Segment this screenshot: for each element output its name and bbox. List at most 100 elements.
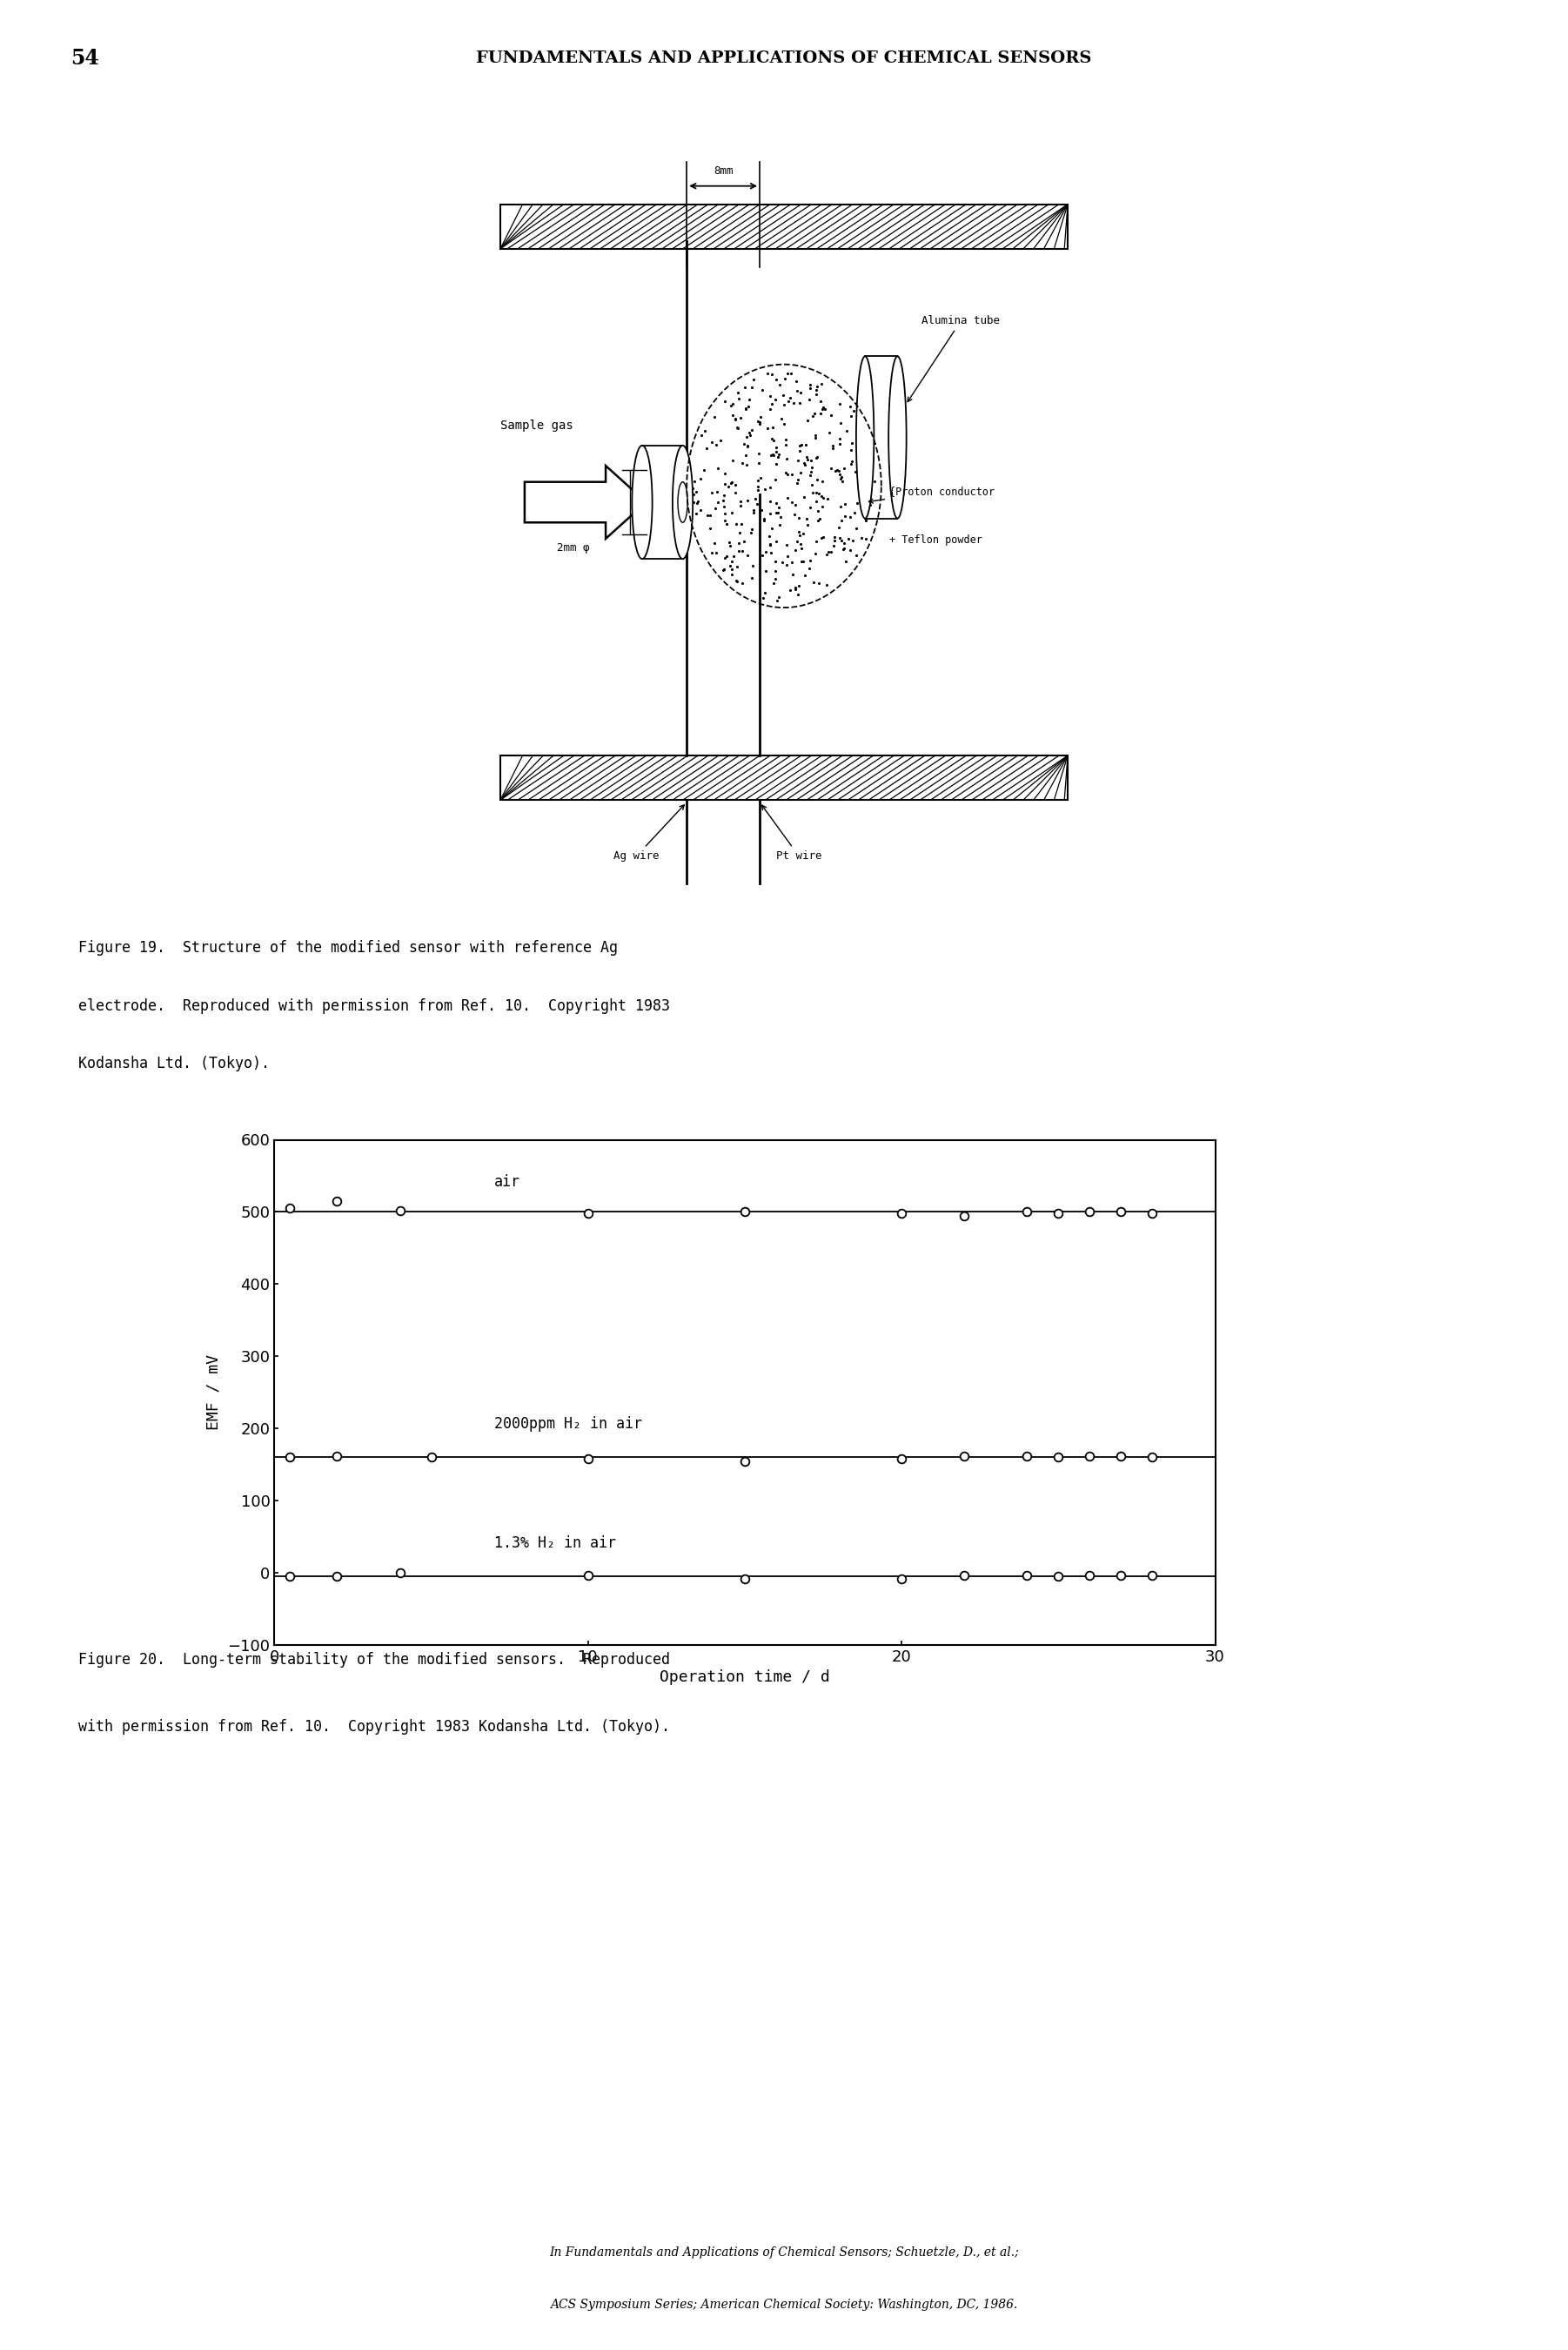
Point: [699, 533, 724, 571]
Text: electrode.  Reproduced with permission from Ref. 10.  Copyright 1983: electrode. Reproduced with permission fr…: [78, 999, 670, 1013]
Point: [764, 428, 789, 465]
Point: [828, 421, 853, 458]
Point: [844, 536, 869, 573]
Point: [712, 550, 737, 588]
Point: [724, 409, 750, 446]
Point: [702, 489, 728, 526]
Point: [858, 486, 883, 524]
Point: [839, 425, 864, 463]
Point: [754, 409, 779, 446]
Point: [760, 564, 786, 602]
Point: [856, 437, 881, 475]
Point: [734, 418, 759, 456]
Point: [720, 543, 745, 580]
Point: [829, 522, 855, 559]
Point: [728, 482, 753, 519]
Point: [803, 536, 828, 573]
Point: [757, 468, 782, 505]
Point: [717, 548, 742, 585]
Point: [773, 425, 798, 463]
Point: [746, 491, 771, 529]
Point: [723, 465, 748, 503]
Point: [742, 491, 767, 529]
Point: [720, 463, 745, 501]
Point: [767, 437, 792, 475]
Ellipse shape: [889, 357, 906, 519]
Point: [800, 397, 825, 435]
Point: [735, 536, 760, 573]
Text: Kodansha Ltd. (Tokyo).: Kodansha Ltd. (Tokyo).: [78, 1055, 270, 1072]
Point: [735, 428, 760, 465]
Point: [760, 435, 786, 472]
Point: [787, 432, 812, 470]
Text: with permission from Ref. 10.  Copyright 1983 Kodansha Ltd. (Tokyo).: with permission from Ref. 10. Copyright …: [78, 1720, 670, 1734]
Text: Pt wire: Pt wire: [762, 806, 822, 862]
Point: [811, 388, 836, 425]
Point: [800, 449, 825, 486]
Point: [685, 484, 710, 522]
Point: [804, 369, 829, 407]
Point: [710, 482, 735, 519]
Point: [828, 456, 853, 494]
Point: [768, 400, 793, 437]
Point: [750, 371, 775, 409]
Point: [728, 486, 753, 524]
Point: [764, 524, 789, 562]
Point: [691, 411, 717, 449]
Point: [712, 538, 737, 576]
Point: [753, 533, 778, 571]
Point: [757, 390, 782, 428]
Point: [809, 383, 834, 421]
Point: [745, 470, 770, 508]
Point: [737, 416, 762, 454]
Point: [699, 475, 724, 512]
Point: [713, 494, 739, 531]
Point: [806, 491, 831, 529]
Point: [811, 519, 836, 557]
Point: [795, 402, 820, 439]
Point: [753, 552, 778, 590]
Point: [729, 505, 754, 543]
Point: [704, 472, 729, 510]
Point: [685, 482, 710, 519]
Point: [750, 491, 775, 529]
Point: [732, 390, 757, 428]
Point: [764, 360, 789, 397]
Point: [762, 381, 787, 418]
Point: [797, 489, 822, 526]
Point: [811, 489, 836, 526]
Point: [720, 397, 745, 435]
Point: [764, 494, 789, 531]
Point: [765, 494, 790, 531]
Point: [804, 439, 829, 477]
Ellipse shape: [677, 482, 687, 522]
Point: [773, 421, 798, 458]
Point: [712, 503, 737, 540]
Point: [804, 371, 829, 409]
Point: [704, 533, 729, 571]
Point: [775, 355, 800, 392]
Point: [735, 482, 760, 519]
Point: [732, 369, 757, 407]
Point: [759, 385, 784, 423]
Point: [797, 550, 822, 588]
Point: [797, 381, 822, 418]
Point: [782, 486, 808, 524]
Point: [851, 463, 877, 501]
Point: [726, 374, 751, 411]
Point: [811, 390, 836, 428]
Point: [818, 449, 844, 486]
Point: [839, 430, 864, 468]
Point: [806, 501, 831, 538]
Point: [699, 423, 724, 461]
Point: [765, 437, 790, 475]
Point: [739, 369, 764, 407]
Point: [793, 439, 818, 477]
Point: [720, 550, 745, 588]
Point: [836, 519, 861, 557]
Text: Alumina tube: Alumina tube: [908, 315, 1000, 402]
Point: [779, 484, 804, 522]
Point: [767, 505, 792, 543]
Point: [789, 543, 814, 580]
Point: [740, 510, 765, 548]
